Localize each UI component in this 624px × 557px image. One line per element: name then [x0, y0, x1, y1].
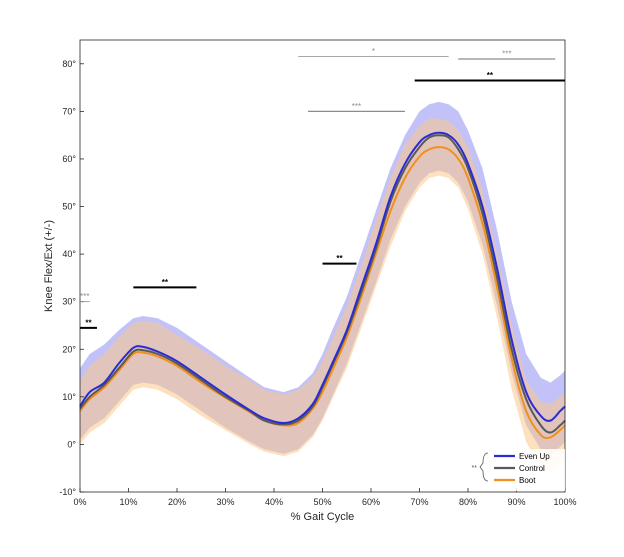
ticks: 0% 10% 20% 30% 40% 50% 60% 70% 80% 90% 100% -10° 0° 1…	[59, 59, 576, 507]
y-tick-label: 0°	[67, 439, 76, 449]
x-tick-label: 90%	[507, 497, 525, 507]
significance-label: **	[85, 318, 92, 327]
y-tick-label: 30°	[62, 297, 76, 307]
x-tick-label: 60%	[362, 497, 380, 507]
y-tick-label: 10°	[62, 392, 76, 402]
legend-label-control: Control	[519, 464, 545, 473]
y-tick-label: 40°	[62, 249, 76, 259]
line-control	[79, 134, 566, 434]
y-tick-label: 20°	[62, 344, 76, 354]
significance-label: *	[372, 47, 375, 56]
x-tick-label: 10%	[119, 497, 137, 507]
legend-label-even-up: Even Up	[519, 452, 550, 461]
legend: Even Up Control Boot **	[472, 449, 565, 491]
significance-label: ***	[80, 292, 89, 301]
x-tick-label: 100%	[553, 497, 576, 507]
x-tick-label: 80%	[459, 497, 477, 507]
y-axis-label: Knee Flex/Ext (+/-)	[43, 220, 55, 312]
significance-label: **	[162, 278, 169, 287]
significance-label: **	[336, 254, 343, 263]
x-tick-label: 40%	[265, 497, 283, 507]
significance-label: ***	[352, 102, 361, 111]
x-tick-label: 50%	[313, 497, 331, 507]
y-tick-label: 70°	[62, 106, 76, 116]
y-tick-label: 60°	[62, 154, 76, 164]
y-tick-label: -10°	[59, 487, 76, 497]
legend-label-boot: Boot	[519, 476, 536, 485]
x-tick-label: 30%	[216, 497, 234, 507]
legend-bracket	[479, 452, 489, 482]
x-tick-label: 20%	[168, 497, 186, 507]
y-tick-label: 50°	[62, 202, 76, 212]
x-axis-label: % Gait Cycle	[291, 511, 355, 523]
x-tick-label: 70%	[410, 497, 428, 507]
line-even-up	[79, 131, 566, 424]
x-tick-label: 0%	[73, 497, 86, 507]
band-boot	[80, 118, 565, 473]
significance-label: ***	[502, 50, 511, 59]
significance-bars: * *****************	[80, 47, 565, 329]
y-tick-label: 80°	[62, 59, 76, 69]
mean-curves	[79, 131, 566, 440]
confidence-bands	[80, 101, 565, 473]
significance-label: **	[487, 71, 494, 80]
line-boot	[79, 146, 566, 440]
legend-bracket-label: **	[472, 465, 478, 472]
